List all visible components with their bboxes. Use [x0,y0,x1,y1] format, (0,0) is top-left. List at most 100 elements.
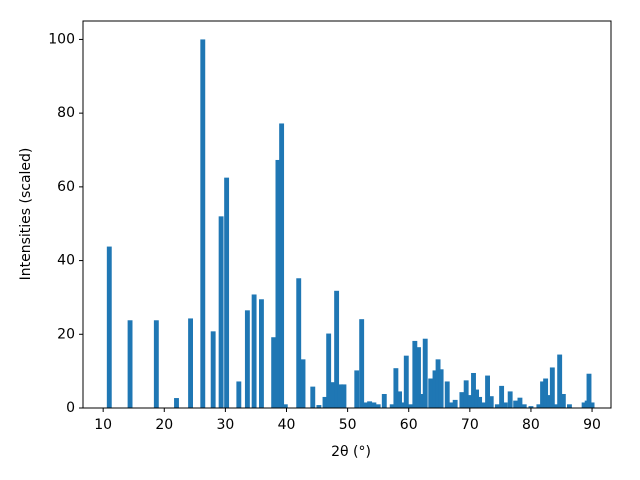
bar [528,406,534,408]
bar [586,373,592,408]
bar [341,384,347,408]
plot-frame [82,20,612,409]
bar [589,402,595,408]
bar [310,386,316,408]
bar [502,402,508,408]
y-tick-label: 0 [66,400,75,416]
bar [488,396,494,408]
bar [557,354,563,408]
bar [513,400,519,408]
bar [188,318,193,408]
bar [330,382,336,408]
bar [153,320,159,408]
bar [499,385,505,408]
bar [549,367,555,408]
bar [438,369,444,408]
bar [428,378,434,408]
bar [463,380,469,408]
y-tick-label: 100 [48,31,75,47]
x-tick-label: 30 [216,417,234,433]
bar [412,340,418,408]
x-tick-label: 20 [155,417,173,433]
bar [367,401,373,408]
bar [474,389,479,408]
bar [419,393,425,408]
bar [174,398,179,408]
bar [322,396,328,408]
bar [467,395,473,408]
bar [359,319,365,408]
bar [354,370,360,408]
bar [296,278,302,408]
bar [485,375,490,408]
bar [521,404,527,408]
bar [282,404,288,408]
bar [218,216,224,408]
bar [244,310,250,408]
bar [210,331,216,408]
bar [517,397,523,408]
bar [127,320,133,408]
bar [471,372,476,408]
bar [554,404,560,408]
bar [381,393,387,408]
bar [389,404,395,408]
x-tick-label: 10 [94,417,112,433]
bar [444,381,450,408]
y-tick-label: 20 [57,326,75,342]
bar [363,402,369,408]
bar [477,396,483,408]
bar [540,381,545,408]
bar [459,392,465,408]
bar [271,337,277,408]
bar [581,402,587,408]
bar [546,395,552,408]
bar [416,347,421,408]
bar [403,355,409,408]
bar [452,399,458,408]
bar [432,370,438,408]
bar [393,368,399,408]
bar [567,404,572,408]
bars [106,39,595,409]
y-tick-label: 60 [57,179,75,195]
x-tick-label: 40 [278,417,296,433]
x-tick-label: 80 [522,417,540,433]
x-tick-label: 90 [583,417,601,433]
bar [400,402,406,408]
bar [236,381,242,408]
bar [543,378,549,408]
bar [536,404,542,408]
x-tick-label: 70 [461,417,479,433]
x-tick-label: 50 [339,417,357,433]
bar [375,404,381,408]
bar [494,404,500,408]
bar [224,177,230,408]
bar [435,359,441,408]
bar [275,159,281,408]
bar [448,402,454,408]
bar [279,123,285,408]
bar [507,391,513,408]
bar [397,391,402,408]
bar [334,290,340,408]
bar [371,402,377,408]
bar [300,359,306,408]
bar [337,384,343,408]
y-tick-label: 40 [57,253,75,269]
bar [106,246,112,408]
bar [316,405,322,408]
x-axis-label: 2θ (°) [331,444,371,460]
x-tick-label: 60 [400,417,418,433]
bar [200,39,206,409]
bar [408,404,413,408]
bar [259,299,264,408]
bar [560,393,566,408]
bar [251,294,257,408]
bar [422,338,428,408]
bar [480,402,486,408]
bar [326,333,332,408]
y-axis-label: Intensities (scaled) [18,148,34,281]
y-tick-label: 80 [57,105,75,121]
